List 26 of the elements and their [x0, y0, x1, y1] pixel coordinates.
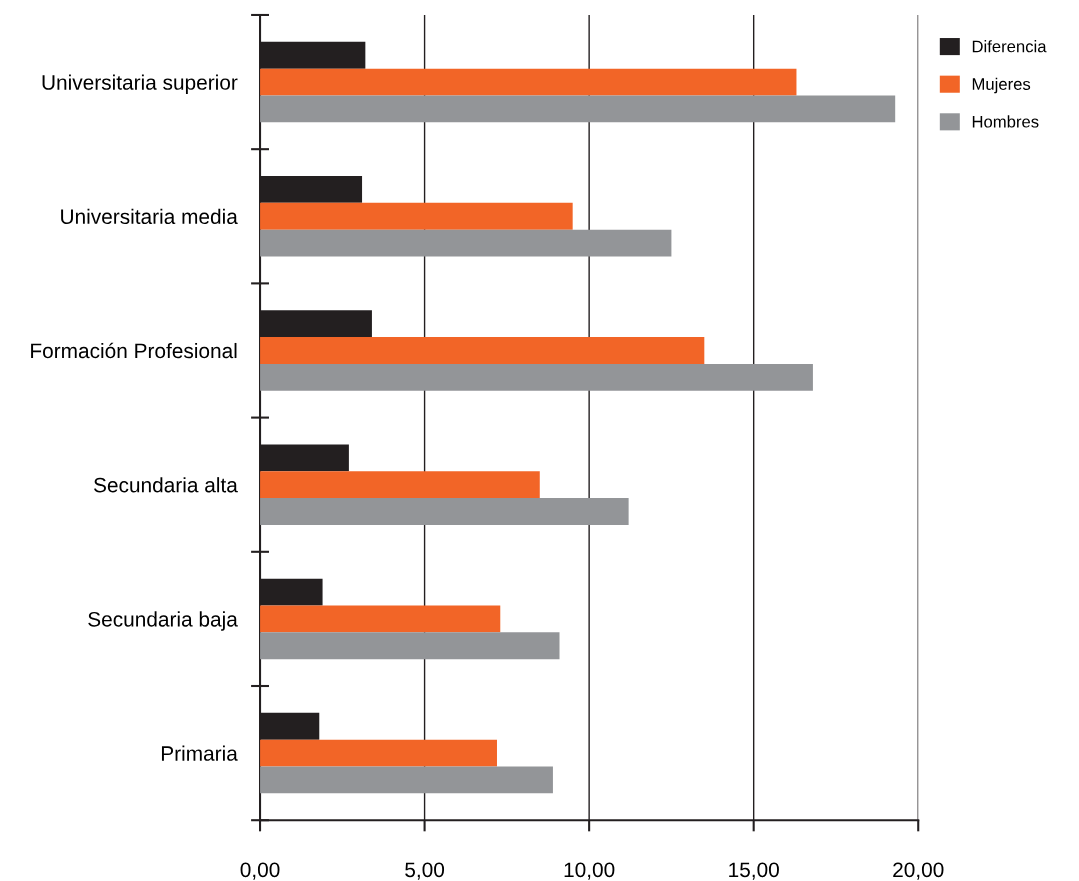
legend-label: Diferencia: [972, 40, 1047, 53]
bar: [260, 471, 540, 499]
bar: [260, 739, 497, 767]
x-tick-label: 0,00: [240, 862, 280, 880]
legend-label: Hombres: [972, 115, 1039, 128]
bar: [260, 95, 896, 123]
bar: [260, 632, 560, 660]
y-tick-label: Formación Profesional: [31, 342, 237, 359]
bar: [260, 337, 705, 364]
x-tick-label: 15,00: [729, 862, 779, 880]
bar: [260, 766, 553, 794]
bar: [260, 202, 573, 230]
y-tick-label: Primaria: [161, 745, 238, 761]
x-tick-label: 10,00: [564, 862, 615, 880]
bar: [260, 605, 501, 633]
x-tick-label: 20,00: [893, 862, 944, 880]
y-tick-label: Universitaria superior: [42, 74, 238, 94]
bar: [260, 498, 629, 525]
y-tick-label: Secundaria baja: [88, 611, 238, 631]
bar: [260, 68, 797, 96]
y-tick-label: Universitaria media: [61, 208, 238, 225]
bar: [260, 363, 813, 391]
y-tick-label: Secundaria alta: [94, 477, 238, 493]
legend-label: Mujeres: [972, 77, 1031, 94]
x-tick-label: 5,00: [405, 862, 445, 880]
bar: [260, 229, 672, 257]
